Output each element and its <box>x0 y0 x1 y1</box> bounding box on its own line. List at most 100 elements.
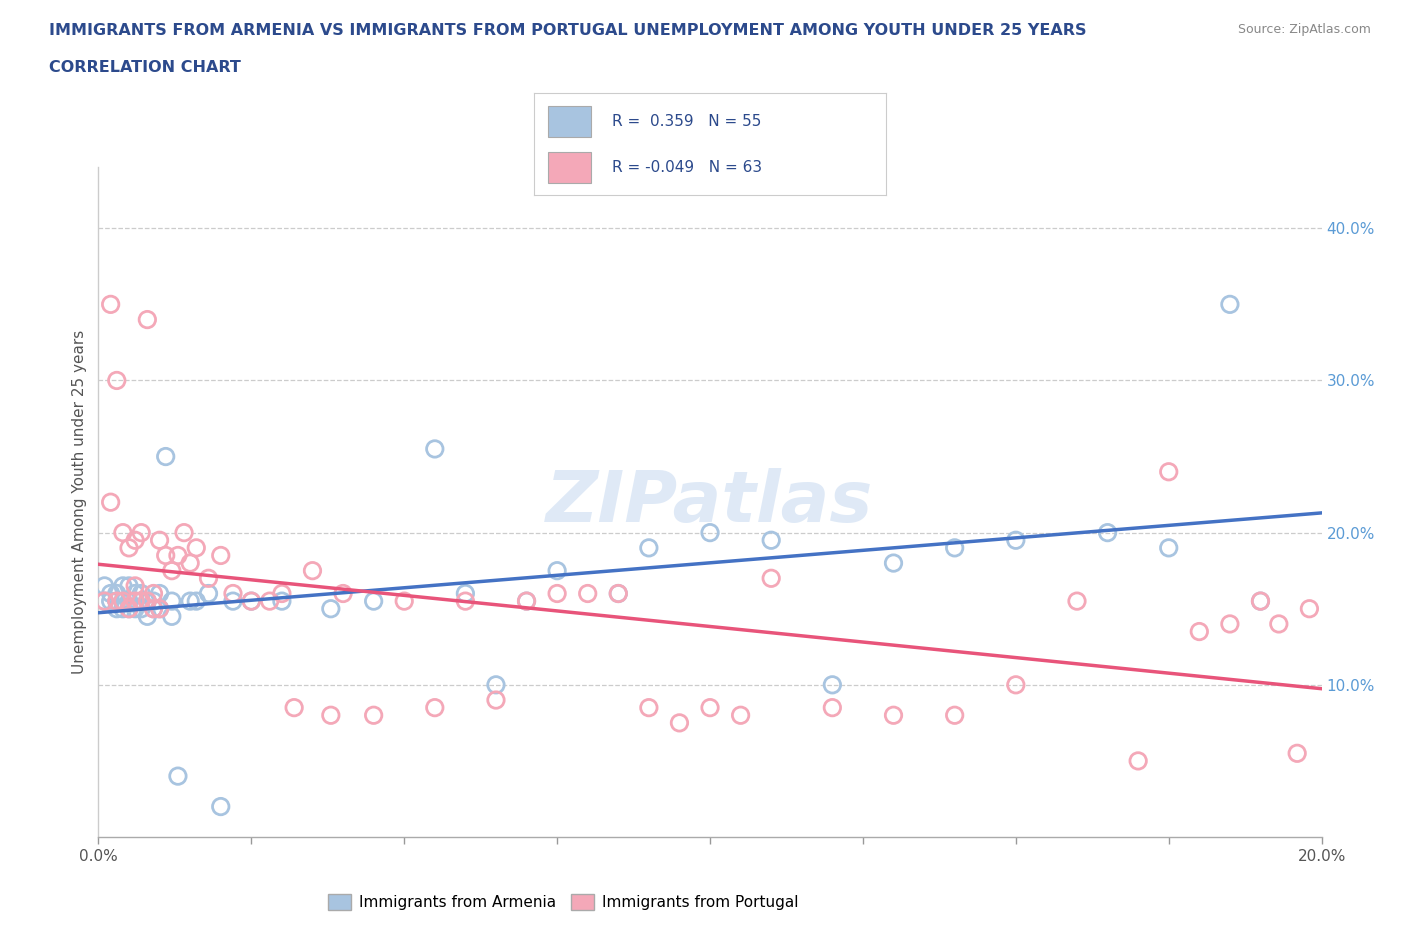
Point <box>699 525 721 540</box>
Point <box>1157 464 1180 479</box>
Point <box>160 564 183 578</box>
Point <box>93 593 115 608</box>
Point <box>516 593 538 608</box>
Point <box>142 602 165 617</box>
Point <box>283 700 305 715</box>
Point <box>332 586 354 601</box>
Point <box>259 593 281 608</box>
Point <box>1066 593 1088 608</box>
Point <box>136 312 159 327</box>
Point <box>124 602 146 617</box>
Point <box>1298 602 1320 617</box>
Point <box>167 769 190 784</box>
Point <box>301 564 323 578</box>
Point <box>160 593 183 608</box>
Point <box>240 593 263 608</box>
Point <box>197 571 219 586</box>
Point <box>1157 540 1180 555</box>
Point <box>546 564 568 578</box>
Point <box>1268 617 1291 631</box>
Point <box>607 586 630 601</box>
Point <box>759 571 782 586</box>
Point <box>270 586 292 601</box>
FancyBboxPatch shape <box>548 106 591 137</box>
Point <box>423 442 446 457</box>
Point <box>118 578 141 593</box>
Point <box>699 700 721 715</box>
Point <box>392 593 416 608</box>
Point <box>118 602 141 617</box>
Point <box>149 602 172 617</box>
Point <box>149 586 172 601</box>
Point <box>454 593 477 608</box>
Point <box>136 593 159 608</box>
Point <box>105 602 128 617</box>
Point <box>1004 677 1026 692</box>
Point <box>179 555 201 570</box>
Point <box>730 708 752 723</box>
Point <box>124 593 146 608</box>
Point <box>118 602 141 617</box>
Point <box>240 593 263 608</box>
Point <box>129 525 152 540</box>
Point <box>759 533 782 548</box>
Point <box>124 533 146 548</box>
Point <box>142 586 165 601</box>
Point <box>637 540 661 555</box>
Point <box>1219 617 1241 631</box>
Point <box>118 593 141 608</box>
FancyBboxPatch shape <box>548 153 591 183</box>
Point <box>637 700 661 715</box>
Point <box>883 555 905 570</box>
Point <box>943 540 966 555</box>
Point <box>1249 593 1271 608</box>
Point <box>516 593 538 608</box>
Point <box>186 593 208 608</box>
Text: R = -0.049   N = 63: R = -0.049 N = 63 <box>612 160 762 175</box>
Point <box>105 586 128 601</box>
Point <box>423 700 446 715</box>
Point <box>155 548 177 563</box>
Point <box>1286 746 1309 761</box>
Point <box>209 799 232 814</box>
Point <box>100 586 122 601</box>
Point <box>454 586 477 601</box>
Point <box>136 593 159 608</box>
Point <box>821 700 844 715</box>
Point <box>485 677 508 692</box>
Point <box>93 593 115 608</box>
Point <box>363 708 385 723</box>
Point <box>105 373 128 388</box>
Point <box>111 602 134 617</box>
Point <box>93 578 115 593</box>
Point <box>607 586 630 601</box>
Point <box>129 593 152 608</box>
Point <box>129 586 152 601</box>
Point <box>1188 624 1211 639</box>
Point <box>1097 525 1119 540</box>
Point <box>485 693 508 708</box>
Point <box>136 609 159 624</box>
Point <box>124 586 146 601</box>
Text: R =  0.359   N = 55: R = 0.359 N = 55 <box>612 114 761 129</box>
Point <box>118 540 141 555</box>
Point <box>1004 533 1026 548</box>
Point <box>883 708 905 723</box>
Point <box>197 586 219 601</box>
Point <box>111 578 134 593</box>
Point <box>100 593 122 608</box>
Point <box>319 708 342 723</box>
Text: ZIPatlas: ZIPatlas <box>547 468 873 537</box>
Point <box>149 533 172 548</box>
Point <box>1128 753 1150 768</box>
Point <box>129 602 152 617</box>
Point <box>155 449 177 464</box>
Point <box>821 677 844 692</box>
Text: IMMIGRANTS FROM ARMENIA VS IMMIGRANTS FROM PORTUGAL UNEMPLOYMENT AMONG YOUTH UND: IMMIGRANTS FROM ARMENIA VS IMMIGRANTS FR… <box>49 23 1087 38</box>
Point <box>173 525 195 540</box>
Point <box>363 593 385 608</box>
Point <box>186 540 208 555</box>
Point <box>1219 297 1241 312</box>
Point <box>124 593 146 608</box>
Text: CORRELATION CHART: CORRELATION CHART <box>49 60 240 75</box>
